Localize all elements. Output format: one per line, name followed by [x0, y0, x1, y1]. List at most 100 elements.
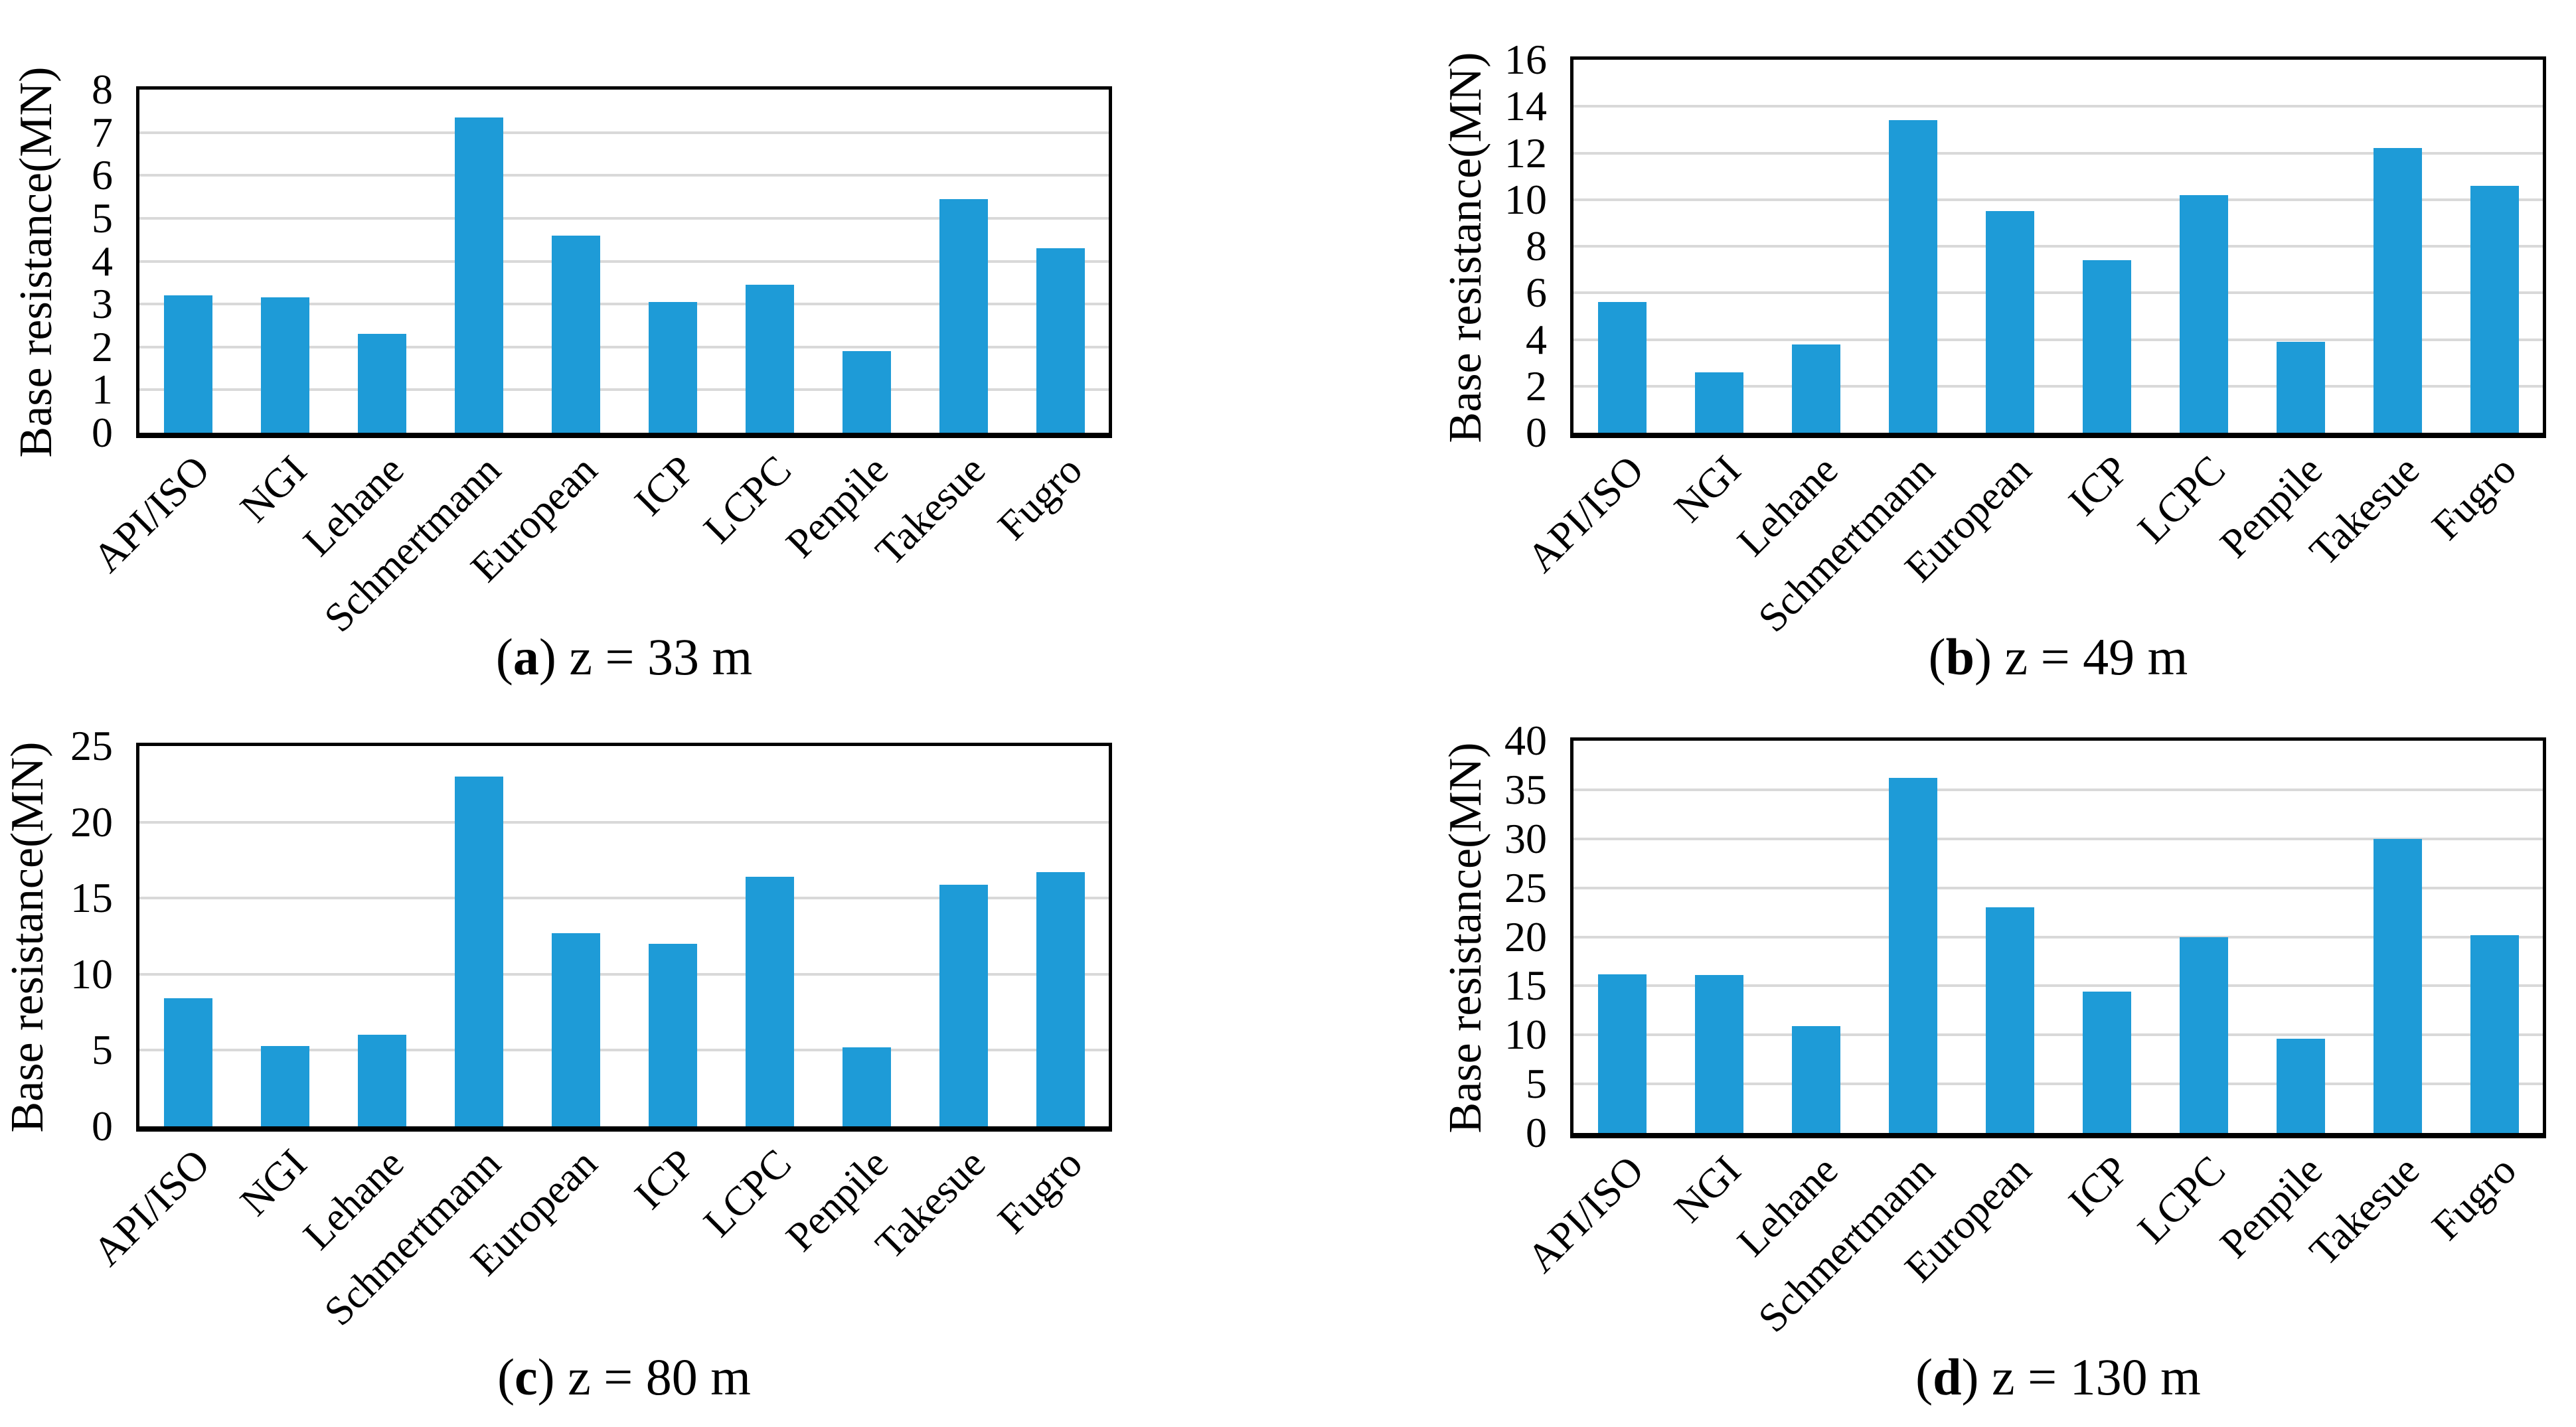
bar-European: [551, 933, 600, 1126]
bar-Lehane: [1791, 1025, 1840, 1133]
y-tick-label: 1: [92, 366, 113, 413]
bar-API/ISO: [163, 295, 212, 433]
y-tick-label: 10: [1504, 1011, 1547, 1059]
x-tick-label: NGI: [231, 1140, 315, 1225]
bar-Schmertmann: [454, 117, 503, 433]
x-tick-label: API/ISO: [1518, 447, 1652, 581]
bar-Fugro: [1036, 248, 1085, 433]
y-tick-label: 5: [92, 194, 113, 242]
y-tick-label: 0: [92, 1102, 113, 1150]
caption-text: z = 130 m: [1978, 1348, 2201, 1406]
bar-Schmertmann: [1888, 120, 1937, 433]
bar-Penpile: [842, 1047, 891, 1126]
gridline: [139, 345, 1109, 348]
y-tick-label: 3: [92, 280, 113, 328]
gridline: [139, 260, 1109, 263]
caption-text: z = 33 m: [556, 628, 753, 686]
gridline: [1573, 198, 2543, 201]
y-tick-label: 35: [1504, 765, 1547, 813]
bar-ICP: [2082, 260, 2131, 433]
y-tick-label: 2: [1526, 362, 1547, 410]
y-tick-label: 8: [92, 66, 113, 113]
bar-Takesue: [939, 884, 988, 1126]
caption-close: ): [1961, 1348, 1979, 1406]
plot-area: [136, 86, 1112, 438]
caption-text: z = 49 m: [1992, 628, 2188, 686]
caption-letter: b: [1945, 628, 1975, 686]
caption: (a) z = 33 m: [136, 629, 1112, 685]
y-tick-label: 5: [92, 1026, 113, 1074]
bar-LCPC: [2179, 194, 2228, 433]
x-tick-label: Takesue: [2300, 1147, 2428, 1274]
gridline: [139, 174, 1109, 177]
caption-letter: c: [515, 1348, 538, 1406]
x-tick-label: NGI: [231, 447, 315, 531]
x-tick-label: ICP: [625, 447, 703, 525]
y-tick-label: 0: [1526, 409, 1547, 456]
x-tick-label: Takesue: [866, 447, 994, 574]
x-tick-label: Fugro: [989, 1140, 1091, 1242]
y-tick-label: 15: [1504, 962, 1547, 1010]
gridline: [139, 388, 1109, 392]
caption: (c) z = 80 m: [136, 1349, 1112, 1405]
y-tick-label: 7: [92, 108, 113, 156]
y-tick-label: 12: [1504, 129, 1547, 177]
y-tick-label: 10: [70, 950, 113, 998]
gridline: [139, 216, 1109, 220]
gridline: [139, 897, 1109, 900]
x-tick-label: API/ISO: [1518, 1147, 1652, 1282]
gridline: [1573, 245, 2543, 248]
gridline: [139, 820, 1109, 824]
caption-open: (: [495, 628, 513, 686]
bar-API/ISO: [1597, 974, 1647, 1133]
bar-LCPC: [745, 285, 794, 433]
x-tick-label: Fugro: [989, 447, 1091, 549]
chart-panel-c: Base resistance(MN) (c) z = 80 m 0 5 10 15 2…: [0, 714, 1288, 1427]
plot-area: [1570, 737, 2546, 1138]
bar-Penpile: [2276, 342, 2325, 433]
y-tick-label: 2: [92, 323, 113, 370]
gridline: [1573, 291, 2543, 295]
bar-NGI: [260, 297, 309, 433]
chart-panel-b: Base resistance(MN) (b) z = 49 m 0 2 4 6 8 10…: [1288, 0, 2576, 714]
gridline: [139, 972, 1109, 976]
plot-area: [1570, 56, 2546, 438]
y-tick-label: 25: [1504, 864, 1547, 911]
bar-European: [551, 235, 600, 433]
bar-European: [1985, 211, 2034, 433]
caption: (d) z = 130 m: [1570, 1349, 2546, 1405]
gridline: [1573, 105, 2543, 108]
bar-Schmertmann: [1888, 778, 1937, 1133]
y-tick-label: 4: [92, 237, 113, 285]
y-tick-label: 5: [1526, 1060, 1547, 1108]
caption-close: ): [1974, 628, 1992, 686]
bar-Schmertmann: [454, 776, 503, 1126]
x-tick-label: Takesue: [866, 1140, 994, 1268]
bar-Penpile: [842, 351, 891, 433]
gridline: [1573, 788, 2543, 791]
caption-close: ): [537, 1348, 555, 1406]
bar-API/ISO: [1597, 302, 1647, 433]
bar-LCPC: [2179, 937, 2228, 1133]
bar-Fugro: [2470, 935, 2519, 1133]
bar-NGI: [1694, 372, 1743, 433]
bar-Fugro: [1036, 872, 1085, 1126]
bar-Lehane: [357, 334, 406, 433]
y-tick-label: 20: [1504, 913, 1547, 960]
y-tick-label: 0: [92, 409, 113, 456]
x-tick-label: ICP: [2059, 447, 2137, 525]
bar-Lehane: [357, 1035, 406, 1126]
chart-panel-d: Base resistance(MN) (d) z = 130 m 0 5 10 15…: [1288, 714, 2576, 1427]
x-tick-label: NGI: [1665, 447, 1749, 531]
caption-text: z = 80 m: [554, 1348, 751, 1406]
x-tick-label: Fugro: [2423, 447, 2525, 549]
y-tick-label: 4: [1526, 315, 1547, 363]
gridline: [1573, 338, 2543, 341]
y-tick-label: 14: [1504, 82, 1547, 130]
gridline: [1573, 384, 2543, 388]
y-tick-label: 25: [70, 722, 113, 769]
caption-open: (: [1915, 1348, 1933, 1406]
gridline: [1573, 1083, 2543, 1086]
y-tick-label: 6: [92, 151, 113, 199]
y-tick-label: 0: [1526, 1109, 1547, 1156]
